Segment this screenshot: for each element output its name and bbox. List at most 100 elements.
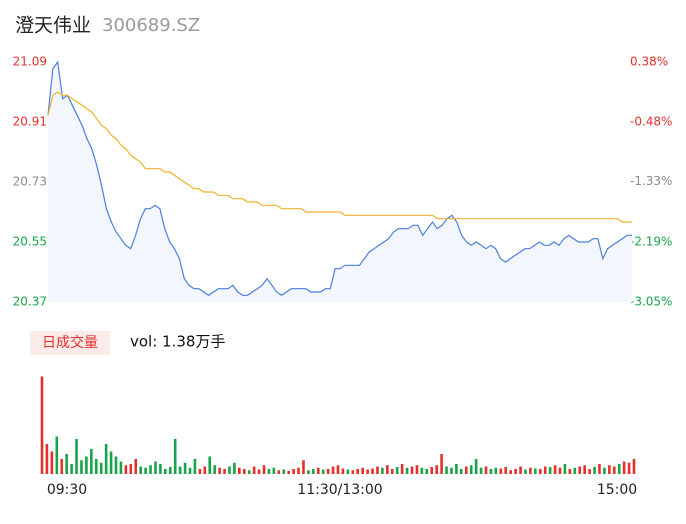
volume-bar [307, 470, 310, 474]
volume-bar [178, 466, 182, 474]
volume-bar [164, 469, 167, 474]
volume-bar [460, 469, 463, 474]
volume-bar [543, 466, 547, 474]
volume-bar [410, 466, 414, 474]
y-tick-label: 21.09 [13, 55, 47, 69]
price-area [48, 62, 632, 302]
price-line [47, 60, 632, 297]
volume-bar [134, 459, 138, 474]
y-tick-label: 20.73 [13, 175, 47, 189]
volume-bar [188, 467, 192, 474]
volume-bar [55, 436, 59, 474]
volume-bar [509, 470, 512, 474]
volume-bar [514, 469, 517, 474]
volume-bar [139, 466, 142, 474]
volume-bar [99, 462, 103, 474]
volume-bar [65, 454, 68, 474]
volume-bar [469, 465, 473, 474]
volume-bar [154, 461, 157, 474]
volume-bar [351, 470, 355, 474]
volume-bar [331, 466, 335, 474]
volume-label: 日成交量 [42, 334, 98, 351]
volume-bar [588, 469, 591, 474]
volume-bar [218, 467, 221, 474]
volume-bar [435, 465, 438, 474]
volume-bar [627, 462, 631, 474]
volume-bar [336, 465, 340, 474]
volume-bar [242, 469, 246, 474]
volume-bar [277, 470, 281, 474]
volume-bar [119, 461, 123, 474]
volume-bar [420, 467, 424, 474]
volume-bar [173, 439, 177, 474]
volume-bar [356, 469, 360, 474]
volume-bar [312, 469, 315, 474]
volume-bar [104, 444, 108, 474]
volume-bar [144, 467, 147, 474]
volume-bar [366, 469, 369, 474]
volume-bar [622, 461, 626, 474]
volume-bar [213, 465, 216, 474]
volume-bar [203, 466, 207, 474]
stock-code: 300689.SZ [102, 15, 200, 36]
volume-bar [395, 467, 399, 474]
volume-bar [114, 456, 118, 474]
volume-bar [238, 467, 241, 474]
volume-bar [193, 459, 197, 474]
volume-bar [593, 467, 596, 474]
volume-bar [553, 465, 557, 474]
volume-bar [361, 467, 364, 474]
y2-tick-label: -1.33% [630, 174, 672, 188]
volume-bar [60, 459, 64, 474]
volume-bar [80, 460, 83, 474]
y-tick-label: 20.91 [13, 115, 47, 129]
volume-bar [415, 465, 419, 474]
volume-bar [504, 467, 508, 474]
y2-tick-label: -3.05% [630, 295, 672, 309]
volume-bar [45, 444, 49, 474]
volume-bar [292, 469, 295, 474]
volume-bar [400, 464, 404, 474]
volume-bar [159, 464, 162, 474]
volume-bar [208, 456, 212, 474]
volume-bar [405, 467, 409, 474]
volume-bar [455, 464, 458, 474]
volume-bar [85, 456, 88, 474]
volume-bar [70, 464, 73, 474]
y-tick-label: 20.55 [13, 235, 47, 249]
volume-bar [603, 467, 606, 474]
y-tick-label: 20.37 [13, 295, 47, 309]
volume-bar [519, 466, 522, 474]
y2-tick-label: -0.48% [630, 115, 672, 129]
y2-tick-label: 0.38% [630, 55, 668, 69]
volume-bar [578, 466, 582, 474]
volume-bar [425, 469, 429, 474]
volume-bar [558, 467, 562, 474]
volume-bar [371, 468, 374, 474]
volume-bar [233, 462, 236, 474]
volume-bar [479, 467, 483, 474]
volume-bar [326, 469, 330, 474]
x-tick-label: 11:30/13:00 [297, 482, 382, 498]
x-tick-label: 15:00 [597, 482, 637, 498]
volume-bar [440, 454, 443, 474]
volume-bar [321, 469, 325, 474]
volume-bar [548, 467, 552, 474]
volume-bar [223, 469, 226, 474]
volume-bar [529, 467, 532, 474]
volume-bar [129, 464, 133, 474]
volume-bar [608, 465, 611, 474]
volume-bar [282, 469, 286, 474]
volume-bar [346, 469, 350, 474]
volume-bar [124, 465, 128, 474]
volume-bar [568, 469, 572, 474]
volume-bar [257, 469, 261, 474]
volume-bar [376, 466, 379, 474]
y2-tick-label: -2.19% [630, 234, 672, 248]
volume-bar [386, 465, 389, 474]
volume-bar [316, 467, 320, 474]
volume-bar [149, 465, 152, 474]
volume-bar [168, 467, 172, 474]
volume-bar [90, 449, 93, 474]
